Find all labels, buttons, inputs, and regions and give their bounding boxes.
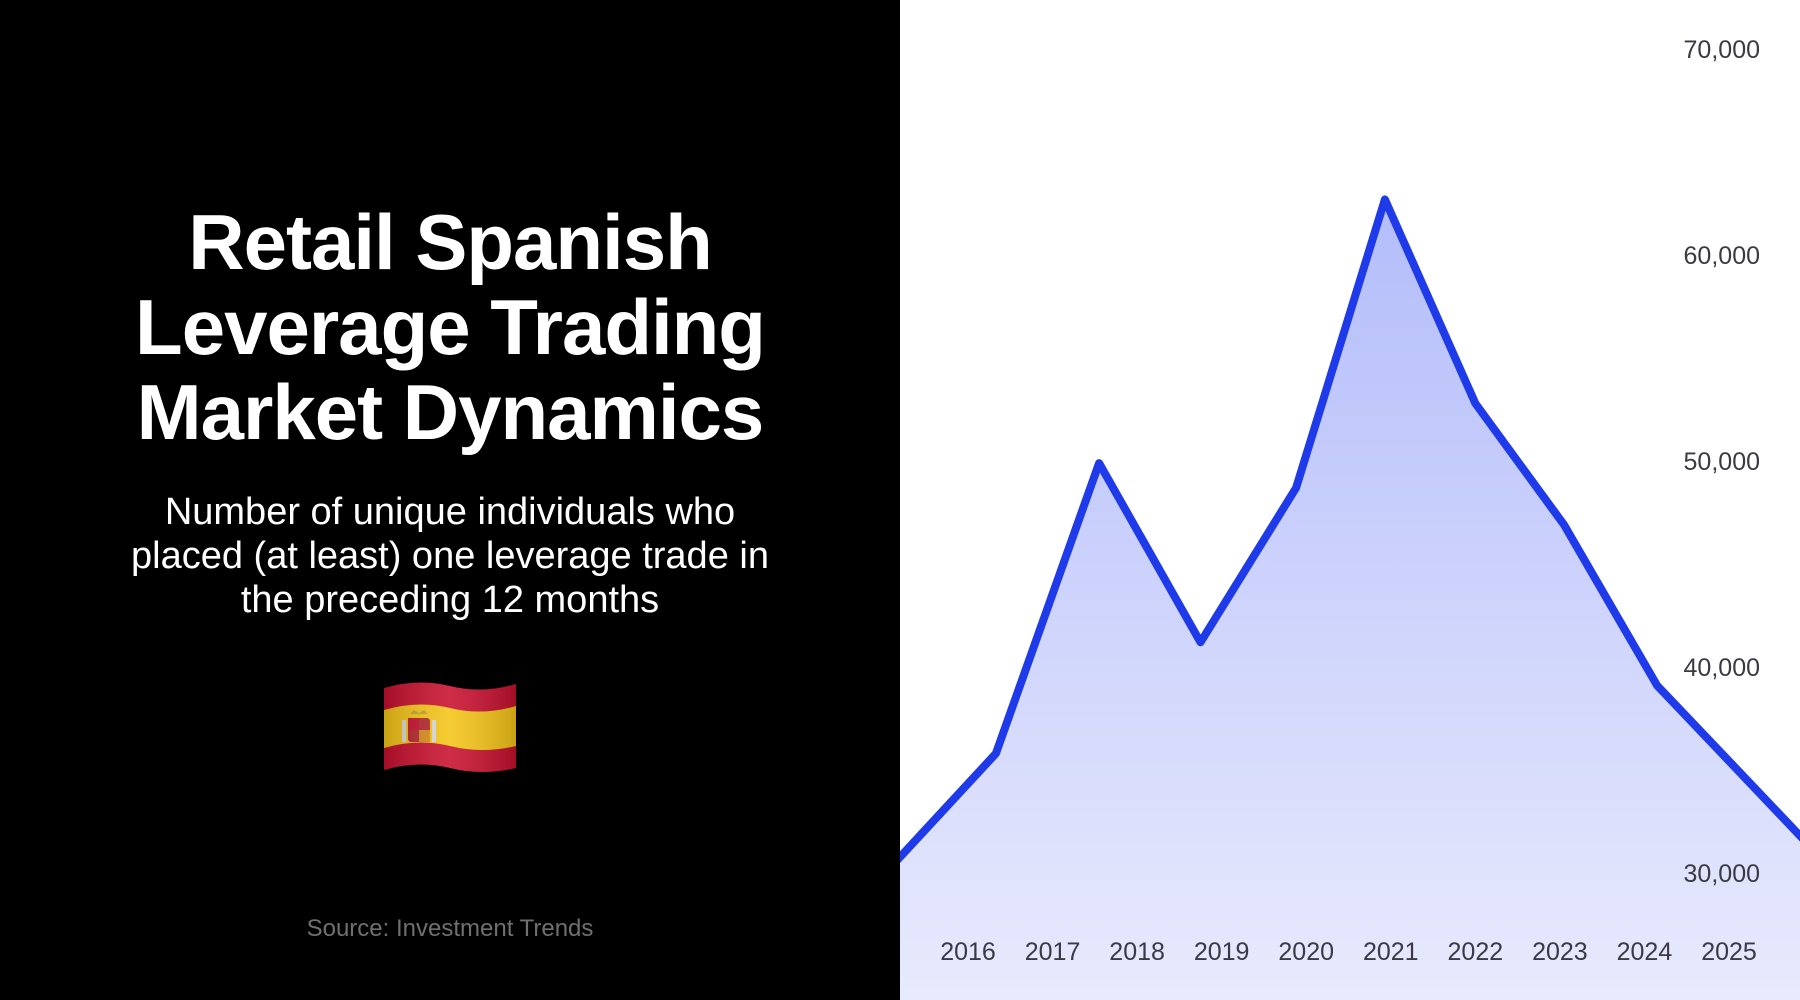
x-tick-label: 2025 [1701, 938, 1757, 966]
x-axis: 2016 2017 2018 2019 2020 2021 2022 2023 2024 2025 [940, 938, 1757, 966]
y-tick-label: 70,000 [1684, 36, 1760, 64]
x-tick-label: 2021 [1363, 938, 1419, 966]
chart-subtitle: Number of unique individuals who placed … [131, 491, 769, 621]
y-axis: 30,000 40,000 50,000 60,000 70,000 [1684, 36, 1760, 888]
y-tick-label: 60,000 [1684, 242, 1760, 270]
x-tick-label: 2020 [1278, 938, 1334, 966]
x-tick-label: 2022 [1448, 938, 1504, 966]
x-tick-label: 2017 [1025, 938, 1081, 966]
x-tick-label: 2024 [1617, 938, 1673, 966]
spain-flag-icon [384, 682, 516, 772]
x-tick-label: 2016 [940, 938, 996, 966]
left-panel: Retail Spanish Leverage Trading Market D… [0, 0, 900, 1000]
chart-panel: 30,000 40,000 50,000 60,000 70,000 2016 2017 2… [900, 0, 1800, 1000]
x-tick-label: 2018 [1109, 938, 1165, 966]
y-tick-label: 40,000 [1684, 654, 1760, 682]
series-line [900, 195, 1800, 863]
y-tick-label: 50,000 [1684, 448, 1760, 476]
x-tick-label: 2019 [1194, 938, 1250, 966]
area-fill [900, 199, 1800, 1000]
source-note: Source: Investment Trends [306, 915, 594, 942]
chart-title: Retail Spanish Leverage Trading Market D… [135, 198, 766, 456]
y-tick-label: 30,000 [1684, 860, 1760, 888]
x-tick-label: 2023 [1532, 938, 1588, 966]
